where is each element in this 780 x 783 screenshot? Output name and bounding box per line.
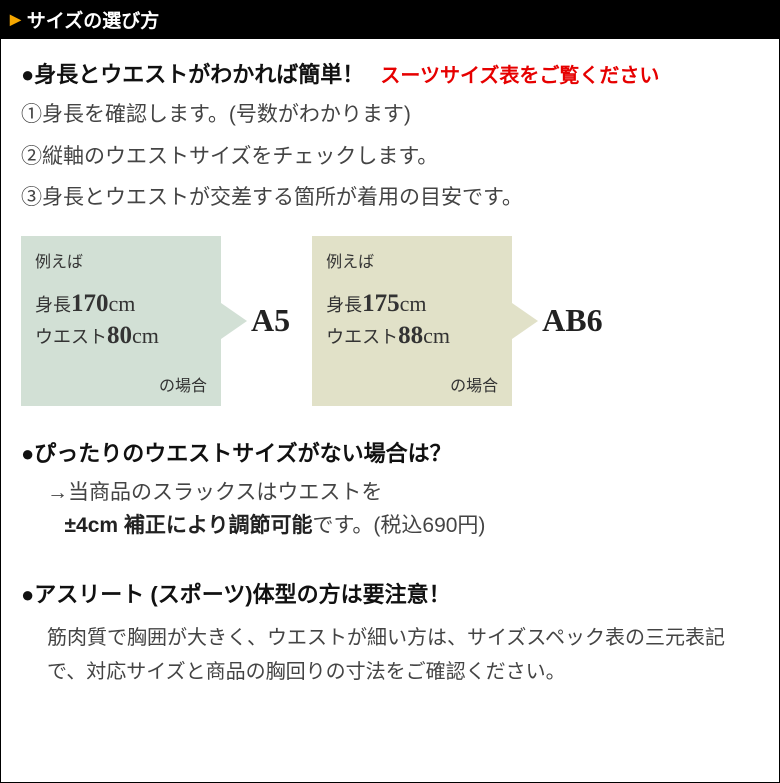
example-2-label: 例えば — [326, 248, 498, 272]
ex1-height-key: 身長 — [35, 295, 71, 315]
athlete-block: ●アスリート (スポーツ)体型の方は要注意！ 筋肉質で胸囲が大きく、ウエストが細… — [21, 577, 759, 689]
ex1-waist-val: 80 — [107, 322, 132, 349]
triangle-icon: ▶ — [10, 11, 21, 28]
arrow-1-wrap: A5 — [223, 302, 310, 339]
arrow-right-icon — [221, 303, 247, 339]
step-3: ③身長とウエストが交差する箇所が着用の目安です。 — [21, 182, 759, 214]
ex1-case: の場合 — [159, 372, 207, 396]
ex2-height-unit: cm — [400, 291, 427, 316]
header-title: サイズの選び方 — [27, 6, 159, 33]
ex1-height-val: 170 — [71, 290, 109, 317]
example-1-label: 例えば — [35, 248, 207, 272]
intro-heading: ●身長とウエストがわかれば簡単！ — [21, 62, 364, 87]
example-1-result: A5 — [251, 302, 290, 339]
ex2-waist-key: ウエスト — [326, 327, 398, 347]
example-2-result: AB6 — [542, 302, 602, 339]
step-2: ②縦軸のウエストサイズをチェックします。 — [21, 141, 759, 173]
ex1-waist-unit: cm — [132, 323, 159, 348]
intro-row: ●身長とウエストがわかれば簡単！ スーツサイズ表をご覧ください — [21, 57, 759, 89]
step-1: ①身長を確認します。(号数がわかります) — [21, 99, 759, 131]
athlete-body: 筋肉質で胸囲が大きく、ウエストが細い方は、サイズスペック表の三元表記で、対応サイ… — [21, 621, 759, 689]
waist-question-block: ●ぴったりのウエストサイズがない場合は？ →当商品のスラックスはウエストを ±4… — [21, 436, 759, 543]
intro-note: スーツサイズ表をご覧ください — [380, 65, 659, 87]
example-box-2: 例えば 身長175cm ウエスト88cm の場合 — [312, 236, 512, 406]
ex2-waist-unit: cm — [423, 323, 450, 348]
ex2-height-key: 身長 — [326, 295, 362, 315]
arrow-2-wrap: AB6 — [514, 302, 622, 339]
section-header: ▶ サイズの選び方 — [0, 0, 780, 39]
waist-q-body: →当商品のスラックスはウエストを ±4cm 補正により調節可能です。(税込690… — [21, 476, 759, 543]
waist-q-line1a: →当商品のスラックスはウエストを — [47, 481, 382, 504]
arrow-right-icon — [512, 303, 538, 339]
example-box-1: 例えば 身長170cm ウエスト80cm の場合 — [21, 236, 221, 406]
example-1-values: 身長170cm ウエスト80cm — [35, 290, 207, 350]
athlete-heading: ●アスリート (スポーツ)体型の方は要注意！ — [21, 577, 759, 609]
example-2-values: 身長175cm ウエスト88cm — [326, 290, 498, 350]
waist-q-line1b: です。(税込690円) — [313, 514, 486, 537]
examples-row: 例えば 身長170cm ウエスト80cm の場合 A5 例えば 身長175cm — [21, 236, 759, 406]
ex1-height-unit: cm — [109, 291, 136, 316]
waist-q-heading: ●ぴったりのウエストサイズがない場合は？ — [21, 436, 759, 468]
waist-q-emphasis: ±4cm 補正により調節可能 — [65, 514, 313, 537]
content-panel: ●身長とウエストがわかれば簡単！ スーツサイズ表をご覧ください ①身長を確認しま… — [0, 39, 780, 783]
ex2-case: の場合 — [450, 372, 498, 396]
ex1-waist-key: ウエスト — [35, 327, 107, 347]
ex2-height-val: 175 — [362, 290, 400, 317]
ex2-waist-val: 88 — [398, 322, 423, 349]
